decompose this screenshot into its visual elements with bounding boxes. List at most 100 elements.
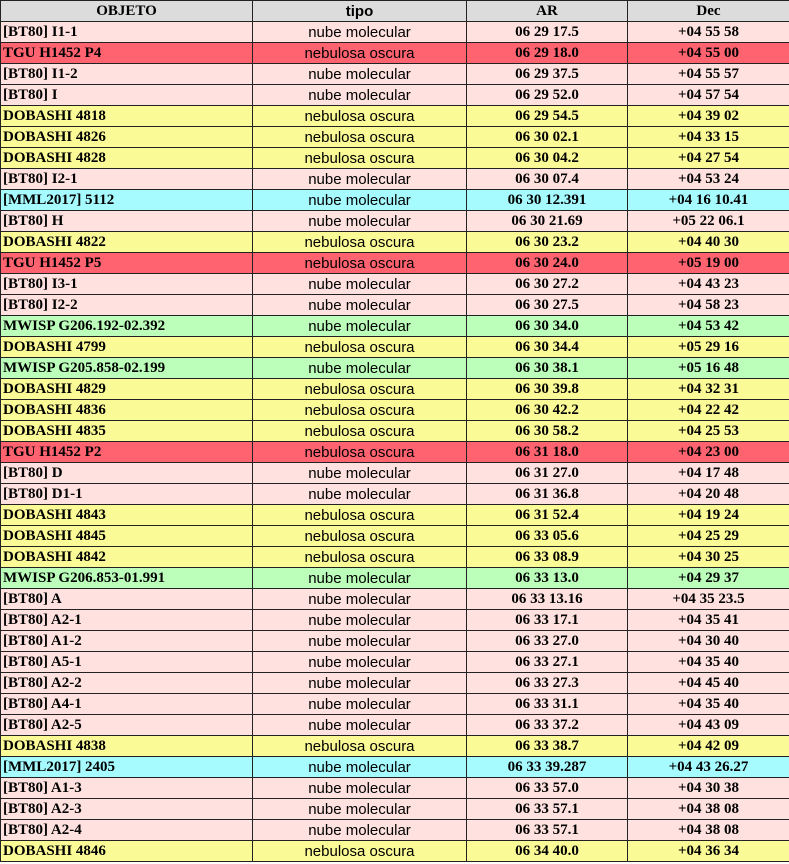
cell-objeto: DOBASHI 4828 — [0, 147, 253, 169]
cell-objeto: [BT80] A4-1 — [0, 693, 253, 715]
cell-ar: 06 33 13.16 — [466, 588, 628, 610]
cell-ar: 06 33 13.0 — [466, 567, 628, 589]
cell-dec: +04 27 54 — [627, 147, 789, 169]
cell-ar: 06 31 52.4 — [466, 504, 628, 526]
cell-objeto: [BT80] A5-1 — [0, 651, 253, 673]
header-objeto[interactable]: OBJETO — [0, 0, 253, 22]
cell-ar: 06 30 23.2 — [466, 231, 628, 253]
cell-objeto: [BT80] A2-4 — [0, 819, 253, 841]
cell-tipo: nebulosa oscura — [252, 504, 467, 526]
cell-objeto: MWISP G206.853-01.991 — [0, 567, 253, 589]
cell-ar: 06 30 07.4 — [466, 168, 628, 190]
cell-dec: +04 43 23 — [627, 273, 789, 295]
table-row: [MML2017] 2405 nube molecular 06 33 39.287… — [0, 756, 789, 778]
cell-dec: +04 30 38 — [627, 777, 789, 799]
cell-tipo: nube molecular — [252, 588, 467, 610]
cell-ar: 06 29 37.5 — [466, 63, 628, 85]
cell-tipo: nube molecular — [252, 756, 467, 778]
cell-objeto: DOBASHI 4799 — [0, 336, 253, 358]
cell-dec: +04 32 31 — [627, 378, 789, 400]
cell-dec: +04 35 40 — [627, 651, 789, 673]
cell-ar: 06 30 27.5 — [466, 294, 628, 316]
cell-objeto: [BT80] A2-3 — [0, 798, 253, 820]
cell-objeto: [BT80] I1-2 — [0, 63, 253, 85]
cell-dec: +04 25 53 — [627, 420, 789, 442]
cell-objeto: DOBASHI 4843 — [0, 504, 253, 526]
cell-ar: 06 33 08.9 — [466, 546, 628, 568]
cell-tipo: nube molecular — [252, 21, 467, 43]
table-row: MWISP G206.192-02.392 nube molecular 06 30… — [0, 315, 789, 337]
cell-objeto: MWISP G206.192-02.392 — [0, 315, 253, 337]
cell-dec: +05 16 48 — [627, 357, 789, 379]
cell-objeto: [MML2017] 2405 — [0, 756, 253, 778]
cell-tipo: nebulosa oscura — [252, 840, 467, 862]
cell-objeto: DOBASHI 4842 — [0, 546, 253, 568]
table-row: DOBASHI 4799 nebulosa oscura 06 30 34.4 +05… — [0, 336, 789, 358]
cell-objeto: [BT80] I — [0, 84, 253, 106]
header-dec[interactable]: Dec — [627, 0, 789, 22]
table-row: DOBASHI 4843 nebulosa oscura 06 31 52.4 +04… — [0, 504, 789, 526]
table-row: [BT80] A2-3 nube molecular 06 33 57.1 +04 3… — [0, 798, 789, 820]
cell-tipo: nube molecular — [252, 63, 467, 85]
cell-ar: 06 33 39.287 — [466, 756, 628, 778]
cell-ar: 06 33 27.3 — [466, 672, 628, 694]
cell-objeto: [BT80] D — [0, 462, 253, 484]
cell-tipo: nebulosa oscura — [252, 420, 467, 442]
cell-dec: +04 25 29 — [627, 525, 789, 547]
table-row: DOBASHI 4836 nebulosa oscura 06 30 42.2 +04… — [0, 399, 789, 421]
cell-ar: 06 29 18.0 — [466, 42, 628, 64]
cell-dec: +04 33 15 — [627, 126, 789, 148]
cell-ar: 06 30 39.8 — [466, 378, 628, 400]
cell-ar: 06 33 27.0 — [466, 630, 628, 652]
table-row: [BT80] I1-1 nube molecular 06 29 17.5 +04 5… — [0, 21, 789, 43]
cell-dec: +04 58 23 — [627, 294, 789, 316]
table-row: [BT80] A2-4 nube molecular 06 33 57.1 +04 3… — [0, 819, 789, 841]
cell-dec: +04 35 23.5 — [627, 588, 789, 610]
cell-tipo: nebulosa oscura — [252, 147, 467, 169]
cell-dec: +04 42 09 — [627, 735, 789, 757]
cell-tipo: nube molecular — [252, 693, 467, 715]
cell-objeto: DOBASHI 4829 — [0, 378, 253, 400]
cell-objeto: DOBASHI 4838 — [0, 735, 253, 757]
cell-dec: +04 20 48 — [627, 483, 789, 505]
cell-tipo: nube molecular — [252, 819, 467, 841]
table-row: DOBASHI 4842 nebulosa oscura 06 33 08.9 +04… — [0, 546, 789, 568]
cell-tipo: nube molecular — [252, 315, 467, 337]
cell-dec: +05 22 06.1 — [627, 210, 789, 232]
table-row: DOBASHI 4818 nebulosa oscura 06 29 54.5 +04… — [0, 105, 789, 127]
cell-tipo: nebulosa oscura — [252, 378, 467, 400]
cell-dec: +04 29 37 — [627, 567, 789, 589]
table-row: TGU H1452 P2 nebulosa oscura 06 31 18.0 +04… — [0, 441, 789, 463]
cell-tipo: nube molecular — [252, 777, 467, 799]
header-tipo[interactable]: tipo — [252, 0, 467, 22]
table-row: DOBASHI 4826 nebulosa oscura 06 30 02.1 +04… — [0, 126, 789, 148]
cell-objeto: [BT80] I2-2 — [0, 294, 253, 316]
table-row: DOBASHI 4835 nebulosa oscura 06 30 58.2 +04… — [0, 420, 789, 442]
table-row: DOBASHI 4829 nebulosa oscura 06 30 39.8 +04… — [0, 378, 789, 400]
cell-dec: +04 55 57 — [627, 63, 789, 85]
cell-tipo: nube molecular — [252, 84, 467, 106]
cell-ar: 06 33 05.6 — [466, 525, 628, 547]
table-row: [BT80] I2-2 nube molecular 06 30 27.5 +04 5… — [0, 294, 789, 316]
cell-ar: 06 34 40.0 — [466, 840, 628, 862]
header-row: OBJETO tipo AR Dec — [0, 0, 789, 22]
cell-objeto: [BT80] I3-1 — [0, 273, 253, 295]
header-ar[interactable]: AR — [466, 0, 628, 22]
cell-dec: +04 40 30 — [627, 231, 789, 253]
cell-ar: 06 30 04.2 — [466, 147, 628, 169]
cell-tipo: nube molecular — [252, 672, 467, 694]
cell-dec: +04 30 25 — [627, 546, 789, 568]
cell-tipo: nube molecular — [252, 630, 467, 652]
cell-objeto: DOBASHI 4835 — [0, 420, 253, 442]
cell-objeto: TGU H1452 P5 — [0, 252, 253, 274]
table-row: [BT80] A5-1 nube molecular 06 33 27.1 +04 3… — [0, 651, 789, 673]
table-row: DOBASHI 4838 nebulosa oscura 06 33 38.7 +04… — [0, 735, 789, 757]
cell-tipo: nube molecular — [252, 609, 467, 631]
table-row: [BT80] A2-2 nube molecular 06 33 27.3 +04 4… — [0, 672, 789, 694]
cell-dec: +04 36 34 — [627, 840, 789, 862]
cell-tipo: nebulosa oscura — [252, 105, 467, 127]
table-row: [BT80] A2-5 nube molecular 06 33 37.2 +04 4… — [0, 714, 789, 736]
